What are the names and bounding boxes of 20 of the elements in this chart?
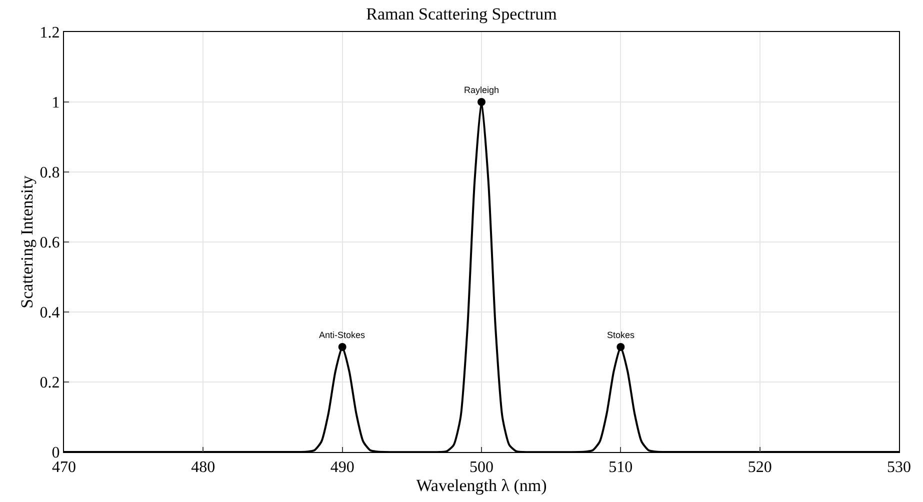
x-tick-label: 510 (608, 459, 633, 476)
y-tick-label: 0.6 (40, 234, 60, 252)
x-tick-label: 500 (470, 459, 494, 476)
x-tick-label: 520 (748, 459, 772, 476)
y-tick-label: 0.4 (40, 304, 60, 322)
x-axis-title: Wavelength λ (nm) (416, 476, 547, 496)
annotation: Rayleigh (464, 85, 500, 95)
y-tick-label: 0 (52, 444, 60, 462)
y-tick-label: 1 (52, 94, 60, 112)
x-tick-label: 480 (191, 459, 216, 476)
annotation: Anti-Stokes (319, 330, 366, 340)
y-tick-label: 1.2 (40, 24, 60, 42)
x-tick-label: 470 (52, 459, 76, 476)
y-tick-label: 0.8 (40, 164, 60, 182)
x-tick-label: 490 (330, 459, 354, 476)
annotation: Stokes (607, 330, 636, 340)
x-tick-label: 530 (887, 459, 911, 476)
y-axis-title: Scattering Intensity (17, 175, 36, 308)
chart-title: Raman Scattering Spectrum (366, 4, 557, 24)
y-tick-label: 0.2 (40, 374, 60, 392)
